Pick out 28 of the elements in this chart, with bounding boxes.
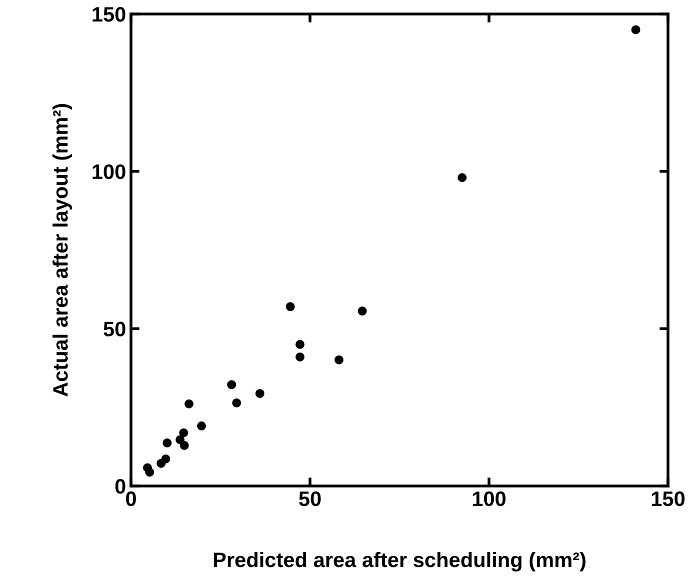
y-tick-label: 150 (92, 7, 126, 22)
point (286, 302, 295, 312)
point (295, 352, 304, 362)
y-tick-label: 0 (115, 479, 126, 494)
point (227, 380, 236, 390)
point (197, 421, 206, 430)
point (334, 355, 344, 364)
point (232, 398, 242, 408)
x-tick-label: 100 (472, 491, 506, 506)
x-tick-label: 150 (652, 491, 685, 506)
point (255, 388, 264, 398)
point (162, 438, 172, 448)
point (184, 399, 194, 408)
y-tick-label: 100 (92, 164, 126, 180)
point (156, 458, 166, 468)
point (358, 306, 367, 316)
point (145, 468, 154, 477)
y-axis-title: Actual area after layout (mm²) (52, 104, 72, 396)
x-tick-label: 50 (299, 491, 321, 506)
point (179, 428, 188, 438)
y-tick-label: 50 (104, 322, 126, 336)
point (180, 440, 189, 450)
point (176, 435, 185, 444)
x-axis-title: Predicted area after scheduling (mm²) (214, 552, 586, 572)
point (631, 25, 640, 34)
point (295, 340, 304, 349)
point (458, 173, 467, 182)
x-tick-label: 0 (126, 491, 136, 506)
